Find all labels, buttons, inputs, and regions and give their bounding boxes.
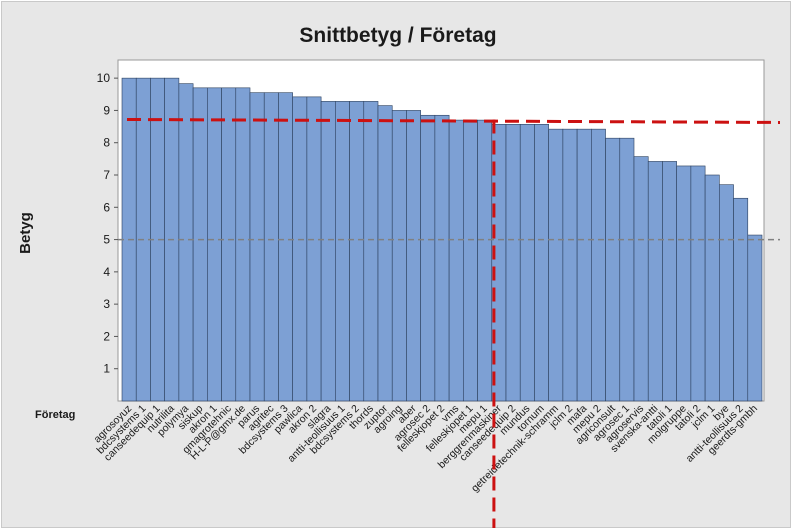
bar-12 [292, 96, 308, 402]
x-axis-label: Företag [35, 409, 75, 421]
bar-19 [391, 110, 407, 402]
bar-38 [662, 161, 677, 402]
y-tick-label-1: 1 [103, 362, 110, 376]
bar-11 [278, 92, 293, 402]
bar-42 [719, 184, 734, 402]
y-tick-label-4: 4 [103, 265, 110, 279]
bar-39 [676, 165, 692, 402]
bar-37 [647, 161, 663, 402]
bar-36 [633, 156, 649, 402]
bar-6 [207, 87, 222, 402]
bar-30 [548, 128, 564, 402]
y-axis-label: Betyg [17, 212, 34, 254]
bar-31 [562, 128, 578, 402]
bar-41 [704, 174, 720, 402]
y-tick-label-9: 9 [103, 103, 110, 117]
reference-line-0 [126, 117, 781, 124]
bar-20 [406, 110, 421, 402]
bar-24 [463, 119, 478, 402]
bar-16 [349, 101, 365, 402]
y-axis-ticks: 1 2 3 4 5 6 7 8 9 10 [97, 71, 118, 376]
bar-14 [320, 101, 336, 402]
bars-group [121, 77, 763, 402]
bar-22 [434, 114, 450, 402]
bar-13 [306, 96, 322, 402]
bar-35 [619, 137, 635, 402]
bar-43 [733, 197, 749, 402]
bar-15 [335, 101, 350, 402]
y-tick-label-8: 8 [103, 136, 110, 150]
bar-8 [235, 87, 251, 402]
bar-33 [591, 128, 606, 402]
bar-9 [249, 92, 265, 402]
bar-4 [178, 83, 194, 402]
bar-29 [534, 124, 549, 402]
bar-34 [605, 137, 621, 402]
bar-44 [747, 234, 763, 402]
y-tick-label-3: 3 [103, 297, 110, 311]
y-tick-label-6: 6 [103, 200, 110, 214]
bar-18 [377, 105, 393, 402]
bar-7 [221, 87, 237, 402]
chart-title: Snittbetyg / Företag [299, 24, 496, 47]
y-tick-label-2: 2 [103, 329, 110, 343]
bar-5 [192, 87, 208, 402]
bar-27 [505, 124, 521, 402]
y-tick-label-5: 5 [103, 233, 110, 247]
bar-23 [448, 119, 464, 402]
bar-21 [420, 114, 436, 402]
bar-17 [363, 101, 379, 402]
y-tick-label-7: 7 [103, 168, 110, 182]
bar-40 [690, 165, 706, 402]
bar-10 [263, 92, 279, 402]
y-tick-label-10: 10 [97, 71, 111, 85]
bar-28 [519, 124, 535, 402]
bar-32 [576, 128, 592, 402]
bar-25 [477, 119, 493, 402]
reference-lines [118, 117, 781, 528]
